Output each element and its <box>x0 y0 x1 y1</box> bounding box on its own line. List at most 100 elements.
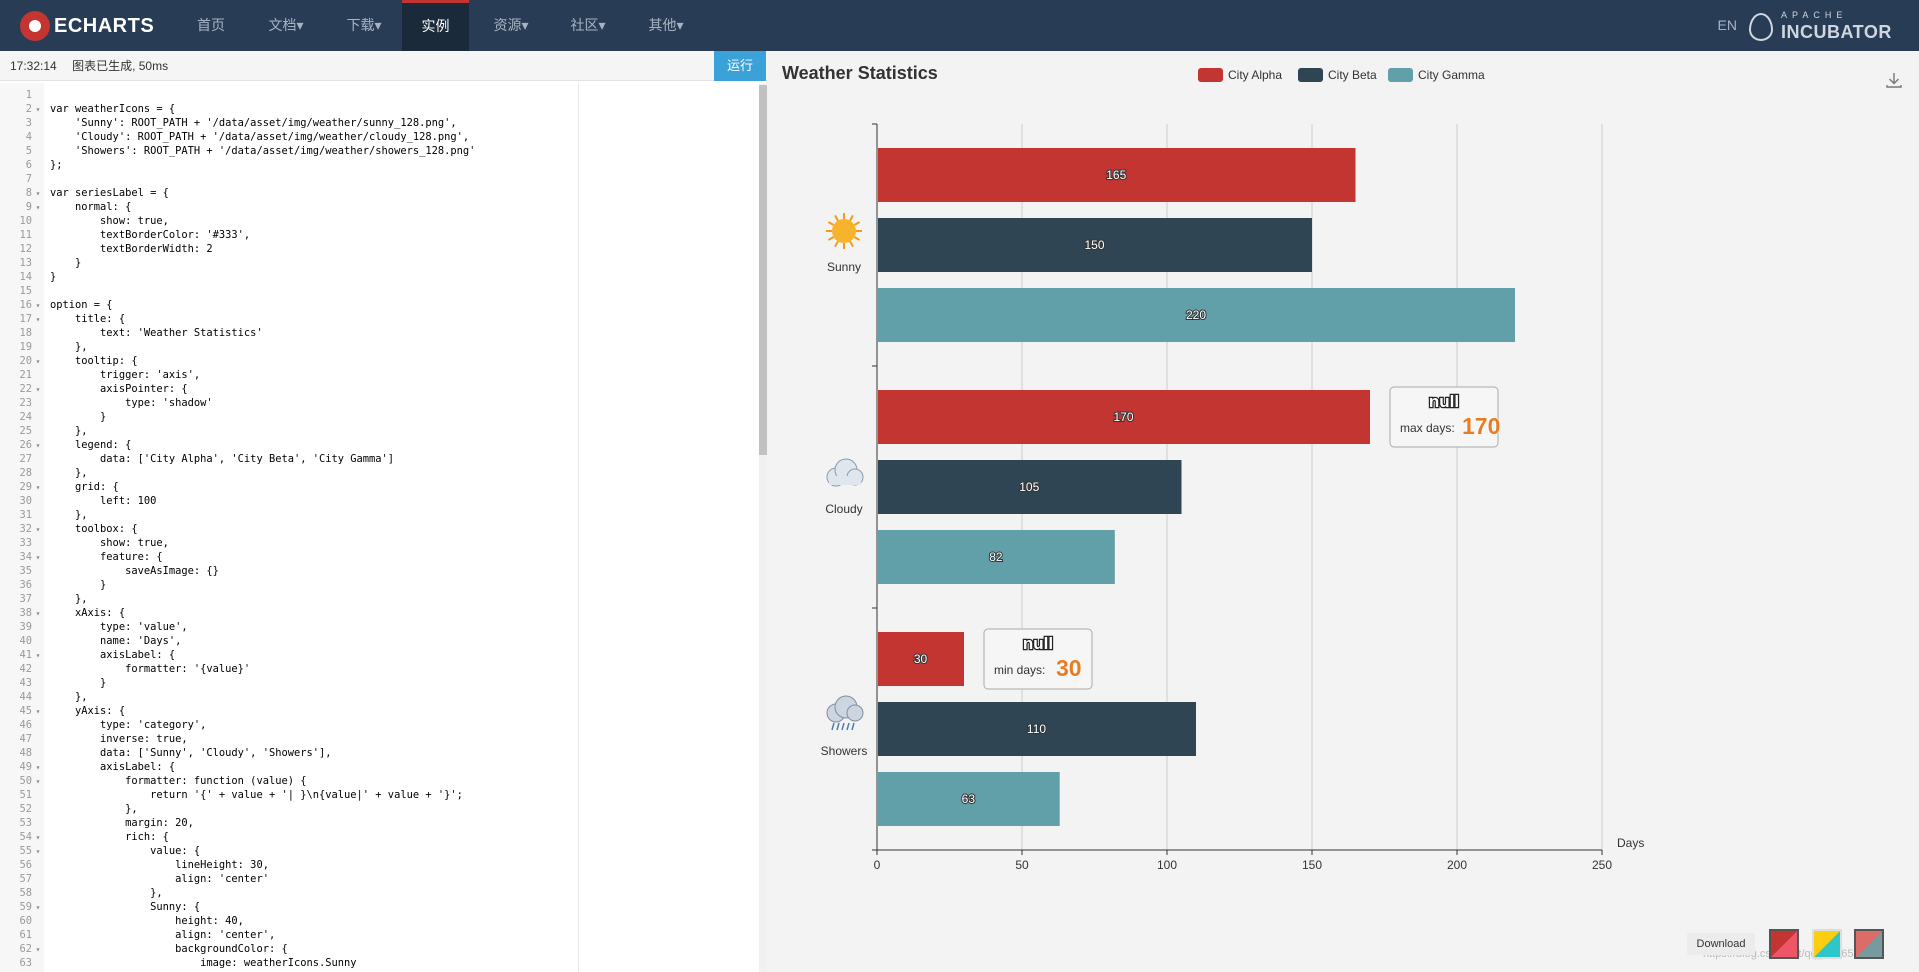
echarts-logo[interactable]: ECHARTS <box>20 10 154 42</box>
nav-item-resources[interactable]: 资源▾ <box>493 17 529 33</box>
fold-toggle-icon[interactable]: ▾ <box>35 707 41 716</box>
nav-item-docs[interactable]: 文档▾ <box>268 17 304 33</box>
code-line[interactable]: 58 }, <box>0 886 740 900</box>
run-button[interactable]: 运行 <box>714 51 766 81</box>
nav-item-community[interactable]: 社区▾ <box>570 17 606 33</box>
code-line[interactable]: 11 textBorderColor: '#333', <box>0 228 740 242</box>
bar-city-gamma[interactable] <box>878 288 1515 342</box>
nav-item-examples[interactable]: 实例 <box>402 0 469 51</box>
code-line[interactable]: 1 <box>0 88 740 102</box>
code-line[interactable]: 35 saveAsImage: {} <box>0 564 740 578</box>
theme-thumb-default[interactable] <box>1769 929 1799 959</box>
code-line[interactable]: 30 left: 100 <box>0 494 740 508</box>
code-line[interactable]: 25 }, <box>0 424 740 438</box>
code-line[interactable]: 14} <box>0 270 740 284</box>
legend-item-city-beta[interactable]: City Beta <box>1298 67 1377 83</box>
code-line[interactable]: 47 inverse: true, <box>0 732 740 746</box>
fold-toggle-icon[interactable]: ▾ <box>35 357 41 366</box>
code-line[interactable]: 18 text: 'Weather Statistics' <box>0 326 740 340</box>
code-line[interactable]: 34 ▾ feature: { <box>0 550 740 564</box>
fold-toggle-icon[interactable]: ▾ <box>35 441 41 450</box>
bar-city-gamma[interactable] <box>878 772 1060 826</box>
code-line[interactable]: 44 }, <box>0 690 740 704</box>
bar-city-beta[interactable] <box>878 702 1196 756</box>
bar-city-gamma[interactable] <box>878 530 1115 584</box>
editor-scrollbar-thumb[interactable] <box>759 85 767 455</box>
legend-item-city-alpha[interactable]: City Alpha <box>1198 67 1282 83</box>
fold-toggle-icon[interactable]: ▾ <box>35 315 41 324</box>
fold-toggle-icon[interactable]: ▾ <box>35 301 41 310</box>
fold-toggle-icon[interactable]: ▾ <box>35 833 41 842</box>
nav-item-other[interactable]: 其他▾ <box>648 17 684 33</box>
fold-toggle-icon[interactable]: ▾ <box>35 385 41 394</box>
code-line[interactable]: 21 trigger: 'axis', <box>0 368 740 382</box>
code-line[interactable]: 36 } <box>0 578 740 592</box>
code-line[interactable]: 60 height: 40, <box>0 914 740 928</box>
bar-city-alpha[interactable] <box>878 390 1370 444</box>
code-line[interactable]: 41 ▾ axisLabel: { <box>0 648 740 662</box>
code-line[interactable]: 5 'Showers': ROOT_PATH + '/data/asset/im… <box>0 144 740 158</box>
code-line[interactable]: 37 }, <box>0 592 740 606</box>
code-line[interactable]: 4 'Cloudy': ROOT_PATH + '/data/asset/img… <box>0 130 740 144</box>
code-line[interactable]: 63 image: weatherIcons.Sunny <box>0 956 740 970</box>
fold-toggle-icon[interactable]: ▾ <box>35 847 41 856</box>
legend-item-city-gamma[interactable]: City Gamma <box>1388 67 1485 83</box>
fold-toggle-icon[interactable]: ▾ <box>35 945 41 954</box>
code-line[interactable]: 12 textBorderWidth: 2 <box>0 242 740 256</box>
code-line[interactable]: 50 ▾ formatter: function (value) { <box>0 774 740 788</box>
theme-thumb-dark[interactable] <box>1854 929 1884 959</box>
theme-thumb-light[interactable] <box>1812 929 1842 959</box>
fold-toggle-icon[interactable]: ▾ <box>35 203 41 212</box>
nav-item-home[interactable]: 首页 <box>197 17 225 33</box>
code-line[interactable]: 33 show: true, <box>0 536 740 550</box>
code-line[interactable]: 43 } <box>0 676 740 690</box>
bar-city-beta[interactable] <box>878 460 1182 514</box>
code-line[interactable]: 2 ▾ var weatherIcons = { <box>0 102 740 116</box>
code-line[interactable]: 6}; <box>0 158 740 172</box>
language-switch[interactable]: EN <box>1717 17 1737 33</box>
code-line[interactable]: 55 ▾ value: { <box>0 844 740 858</box>
code-area[interactable]: 1 2 ▾ var weatherIcons = {3 'Sunny': ROOT_P… <box>0 83 767 972</box>
code-line[interactable]: 28 }, <box>0 466 740 480</box>
code-line[interactable]: 27 data: ['City Alpha', 'City Beta', 'Ci… <box>0 452 740 466</box>
code-line[interactable]: 46 type: 'category', <box>0 718 740 732</box>
code-line[interactable]: 39 type: 'value', <box>0 620 740 634</box>
code-line[interactable]: 40 name: 'Days', <box>0 634 740 648</box>
code-line[interactable]: 53 margin: 20, <box>0 816 740 830</box>
code-line[interactable]: 49 ▾ axisLabel: { <box>0 760 740 774</box>
nav-item-download[interactable]: 下载▾ <box>346 17 382 33</box>
fold-toggle-icon[interactable]: ▾ <box>35 777 41 786</box>
code-line[interactable]: 51 return '{' + value + '| }\n{value|' +… <box>0 788 740 802</box>
code-line[interactable]: 20 ▾ tooltip: { <box>0 354 740 368</box>
save-as-image-icon[interactable] <box>1885 71 1903 89</box>
code-line[interactable]: 54 ▾ rich: { <box>0 830 740 844</box>
fold-toggle-icon[interactable]: ▾ <box>35 651 41 660</box>
code-line[interactable]: 8 ▾ var seriesLabel = { <box>0 186 740 200</box>
code-line[interactable]: 42 formatter: '{value}' <box>0 662 740 676</box>
apache-incubator-logo[interactable]: APACHE INCUBATOR <box>1749 8 1897 44</box>
code-line[interactable]: 9 ▾ normal: { <box>0 200 740 214</box>
bar-city-alpha[interactable] <box>878 148 1356 202</box>
code-line[interactable]: 13 } <box>0 256 740 270</box>
fold-toggle-icon[interactable]: ▾ <box>35 553 41 562</box>
editor-scrollbar[interactable] <box>759 83 767 972</box>
bar-city-beta[interactable] <box>878 218 1312 272</box>
code-line[interactable]: 45 ▾ yAxis: { <box>0 704 740 718</box>
code-line[interactable]: 62 ▾ backgroundColor: { <box>0 942 740 956</box>
fold-toggle-icon[interactable]: ▾ <box>35 525 41 534</box>
code-line[interactable]: 52 }, <box>0 802 740 816</box>
code-line[interactable]: 24 } <box>0 410 740 424</box>
code-line[interactable]: 31 }, <box>0 508 740 522</box>
code-line[interactable]: 48 data: ['Sunny', 'Cloudy', 'Showers'], <box>0 746 740 760</box>
code-line[interactable]: 22 ▾ axisPointer: { <box>0 382 740 396</box>
code-line[interactable]: 61 align: 'center', <box>0 928 740 942</box>
code-line[interactable]: 19 }, <box>0 340 740 354</box>
bar-city-alpha[interactable] <box>878 632 964 686</box>
fold-toggle-icon[interactable]: ▾ <box>35 189 41 198</box>
code-line[interactable]: 7 <box>0 172 740 186</box>
code-line[interactable]: 29 ▾ grid: { <box>0 480 740 494</box>
code-line[interactable]: 10 show: true, <box>0 214 740 228</box>
download-button[interactable]: Download <box>1687 933 1755 955</box>
code-line[interactable]: 16 ▾ option = { <box>0 298 740 312</box>
code-line[interactable]: 15 <box>0 284 740 298</box>
